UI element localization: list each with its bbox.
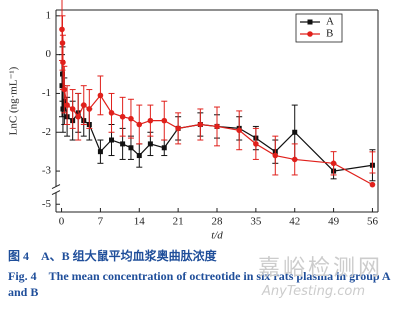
caption-en: Fig. 4 The mean concentration of octreot… xyxy=(8,269,390,299)
marker xyxy=(69,106,76,112)
marker xyxy=(75,113,82,120)
legend-marker xyxy=(307,19,313,25)
y-tick-label: -5 xyxy=(42,198,52,210)
x-tick-label: 14 xyxy=(134,216,146,228)
marker xyxy=(253,141,259,147)
marker xyxy=(128,145,134,151)
marker xyxy=(147,117,154,124)
marker xyxy=(136,121,143,128)
marker xyxy=(86,106,93,112)
marker xyxy=(136,153,142,159)
x-tick-label: 28 xyxy=(212,216,224,228)
marker xyxy=(97,92,104,99)
marker xyxy=(369,181,376,188)
legend-label: A xyxy=(326,16,334,28)
y-tick-label: 0 xyxy=(46,48,52,60)
y-tick-label: 1 xyxy=(46,9,52,21)
marker xyxy=(64,102,70,108)
marker xyxy=(60,59,66,66)
marker xyxy=(128,115,134,122)
x-tick-label: 0 xyxy=(59,216,65,228)
y-axis-label: LnC (ng·mL⁻¹) xyxy=(8,66,20,135)
y-tick-label: -1 xyxy=(42,87,51,99)
marker xyxy=(197,121,204,128)
marker xyxy=(236,127,243,134)
marker xyxy=(80,102,87,108)
y-tick-label: -3 xyxy=(42,165,52,177)
legend-box xyxy=(295,13,343,43)
marker xyxy=(330,160,337,167)
marker xyxy=(119,113,126,120)
marker xyxy=(292,129,298,135)
marker xyxy=(108,110,115,116)
marker xyxy=(109,137,115,143)
caption-zh: 图 4 A、B 组大鼠平均血浆奥曲肽浓度 xyxy=(8,249,217,263)
marker xyxy=(147,141,153,147)
axis-break xyxy=(51,190,61,196)
x-tick-label: 35 xyxy=(250,216,262,228)
marker xyxy=(161,145,167,151)
axis-break xyxy=(51,184,61,190)
x-axis-label: t/d xyxy=(211,230,223,240)
marker xyxy=(97,149,103,155)
marker xyxy=(175,125,181,132)
x-tick-label: 21 xyxy=(173,216,184,228)
marker xyxy=(60,106,66,112)
marker xyxy=(272,152,279,159)
marker xyxy=(61,86,68,93)
x-tick-label: 42 xyxy=(289,216,300,228)
x-tick-label: 49 xyxy=(328,216,340,228)
legend-label: B xyxy=(326,28,333,40)
x-tick-label: 56 xyxy=(367,216,379,228)
watermark: 嘉峪检测网 xyxy=(258,256,384,281)
legend-marker xyxy=(307,31,313,37)
y-tick-label: -2 xyxy=(42,126,51,138)
watermark: AnyTesting.com xyxy=(262,284,366,299)
chart: 1 0 -1 -2 -3 -5 0 7 14 21 28 35 42 49 56 t/d LnC (ng·mL⁻… xyxy=(8,0,379,240)
marker xyxy=(120,141,126,147)
marker xyxy=(214,123,220,130)
marker xyxy=(291,156,298,163)
x-tick-label: 7 xyxy=(98,216,104,228)
marker xyxy=(161,117,168,124)
